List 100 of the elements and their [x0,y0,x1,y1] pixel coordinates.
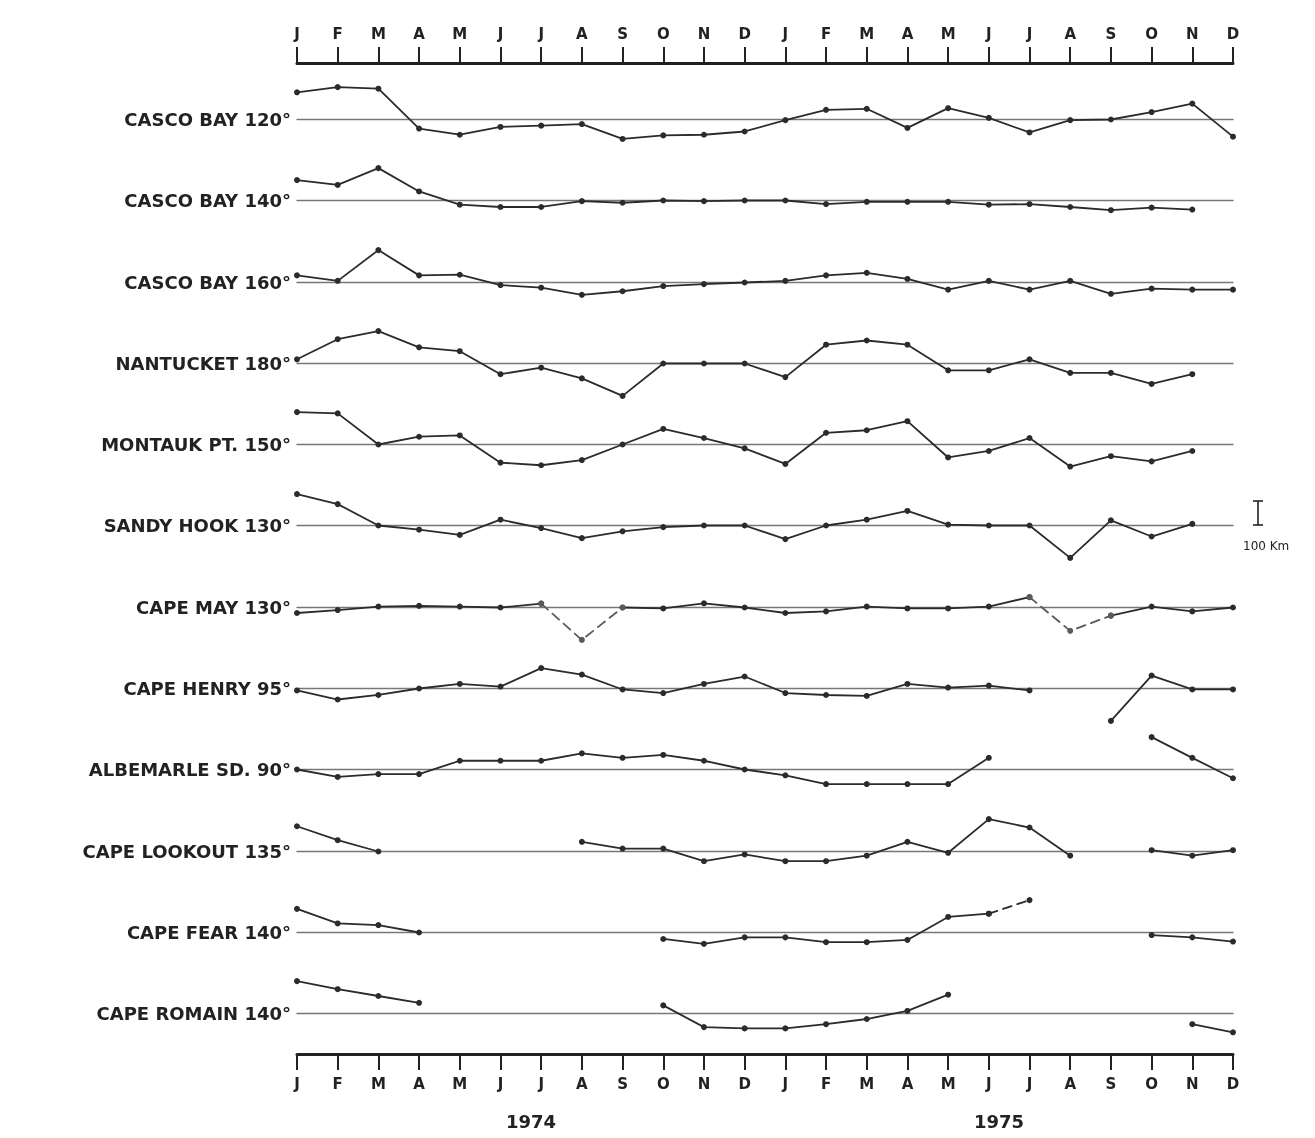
point [1189,1021,1196,1028]
point [823,341,830,348]
point [619,755,626,762]
point [1067,277,1074,284]
point [700,1024,707,1031]
point [863,693,870,700]
point [904,275,911,282]
point [294,822,300,829]
x-tick-label: J [496,24,504,43]
point [863,781,870,788]
point [1148,204,1155,211]
point [416,685,423,692]
y-axis-title: CASCO BAY 160° [124,271,291,293]
point [1026,687,1033,694]
point [1026,897,1033,904]
x-tick-label: S [1105,24,1117,43]
point [1107,453,1114,460]
point [497,459,504,466]
point [294,905,300,912]
point [294,978,300,985]
y-axis-title: ALBEMARLE SD. 90° [88,759,291,781]
point [1067,555,1074,562]
y-axis-title: CAPE FEAR 140° [126,922,291,944]
point [823,430,830,437]
point [660,752,667,759]
point [416,344,423,351]
point [578,375,585,382]
point [1230,686,1236,693]
point [904,936,911,943]
point [375,603,382,610]
point [660,197,667,204]
point [456,432,463,439]
point [782,277,789,284]
x-tick-label: J [537,24,544,43]
x-tick-label: M [370,1074,386,1093]
point [375,993,382,1000]
point [863,939,870,946]
point [945,286,952,293]
x-tick-label: N [697,1074,711,1093]
x-tick-label: A [576,1074,589,1093]
x-tick-label: M [940,1074,956,1093]
x-tick-label: O [1145,24,1158,43]
point [985,448,992,455]
point [1189,521,1196,528]
point [660,282,667,289]
point [375,771,382,778]
x-tick-label: M [452,1074,468,1093]
x-tick-label: M [940,24,956,43]
x-tick-label: D [738,24,751,43]
point [294,766,300,773]
point [416,1000,423,1007]
point [456,603,463,610]
point [375,848,382,855]
point [1107,369,1114,376]
x-tick-label: J [781,1074,789,1093]
point [700,360,707,367]
x-tick-label: J [985,1074,992,1093]
point [863,1016,870,1023]
point [741,851,748,858]
point [538,525,545,532]
point [334,836,341,843]
point [1230,604,1236,611]
point [700,600,707,607]
point [1189,100,1196,107]
point [497,758,504,765]
x-tick-label: D [738,1074,751,1093]
point [538,122,545,129]
point [1148,380,1155,387]
point [782,609,789,616]
point [619,686,626,693]
point [904,508,911,515]
x-tick-label: J [781,24,789,43]
point [334,336,341,343]
x-tick-label: D [1226,1074,1240,1093]
point [700,522,707,529]
point [782,117,789,124]
point [945,454,952,461]
point [945,367,952,374]
point [294,356,300,363]
point [1107,207,1114,214]
point [985,367,992,374]
x-tick-label: J [293,1074,300,1093]
x-tick-label: J [496,1074,504,1093]
point [945,991,952,998]
point [700,198,707,205]
point [700,758,707,765]
point [700,857,707,864]
point [945,605,952,612]
point [456,758,463,765]
x-tick-label: A [1064,1074,1077,1093]
x-tick-label: J [1025,1074,1033,1093]
text: 1975 [973,1111,1025,1133]
x-tick-label: O [656,1074,670,1093]
x-tick-label: O [656,24,670,43]
point [334,501,341,508]
point [985,815,992,822]
point [1148,458,1155,465]
point [1189,371,1196,378]
point [863,269,870,276]
point [375,246,382,253]
